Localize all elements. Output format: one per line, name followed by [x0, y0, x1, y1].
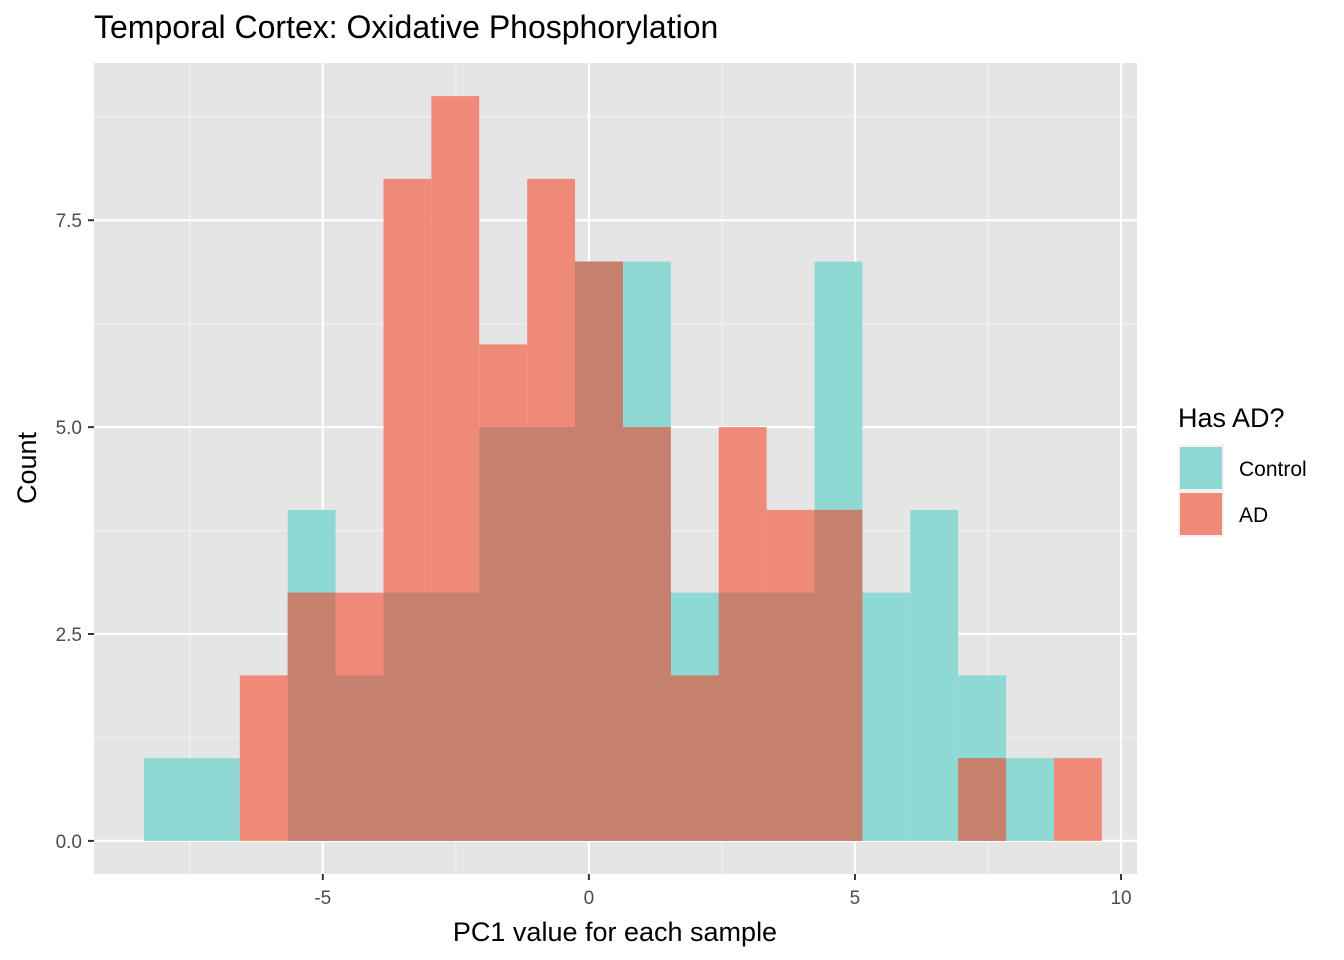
legend: Has AD? Control AD [1178, 403, 1307, 537]
x-tick-label: 5 [850, 888, 861, 909]
bar-overlap [287, 592, 336, 841]
bar-ad [239, 675, 288, 841]
bar-overlap [383, 592, 432, 841]
y-tick-label: 2.5 [56, 625, 82, 646]
x-tick-label: -5 [314, 888, 331, 909]
bar-overlap [622, 427, 671, 841]
y-tick-label: 7.5 [56, 211, 82, 232]
legend-key-control [1180, 447, 1222, 489]
y-axis-title: Count [12, 431, 42, 504]
legend-title: Has AD? [1178, 403, 1285, 433]
bar-overlap [575, 261, 623, 841]
bar-control [191, 758, 240, 841]
y-axis-ticks: 0.0 2.5 5.0 7.5 [56, 211, 94, 853]
bar-overlap [431, 592, 480, 841]
bar-overlap [335, 675, 384, 841]
bar-overlap [766, 592, 815, 841]
y-tick-label: 5.0 [56, 418, 82, 439]
chart-title: Temporal Cortex: Oxidative Phosphorylati… [94, 9, 718, 45]
bar-overlap [814, 509, 863, 841]
bar-control [1006, 758, 1054, 841]
bar-overlap [718, 592, 767, 841]
bar-overlap [670, 675, 719, 841]
overlap-bars [287, 261, 1007, 841]
bar-overlap [479, 427, 528, 841]
bar-control [910, 509, 959, 841]
bar-control [862, 592, 911, 841]
bar-ad [1053, 758, 1102, 841]
y-tick-label: 0.0 [56, 832, 82, 853]
legend-key-ad [1180, 493, 1222, 535]
legend-label-ad: AD [1239, 504, 1268, 527]
bar-overlap [527, 427, 576, 841]
x-axis-ticks: -5 0 5 10 [314, 874, 1132, 909]
legend-label-control: Control [1239, 458, 1307, 481]
bar-overlap [958, 758, 1007, 841]
x-tick-label: 10 [1110, 888, 1131, 909]
x-axis-title: PC1 value for each sample [453, 917, 777, 947]
x-tick-label: 0 [584, 888, 595, 909]
bar-control [144, 758, 192, 841]
